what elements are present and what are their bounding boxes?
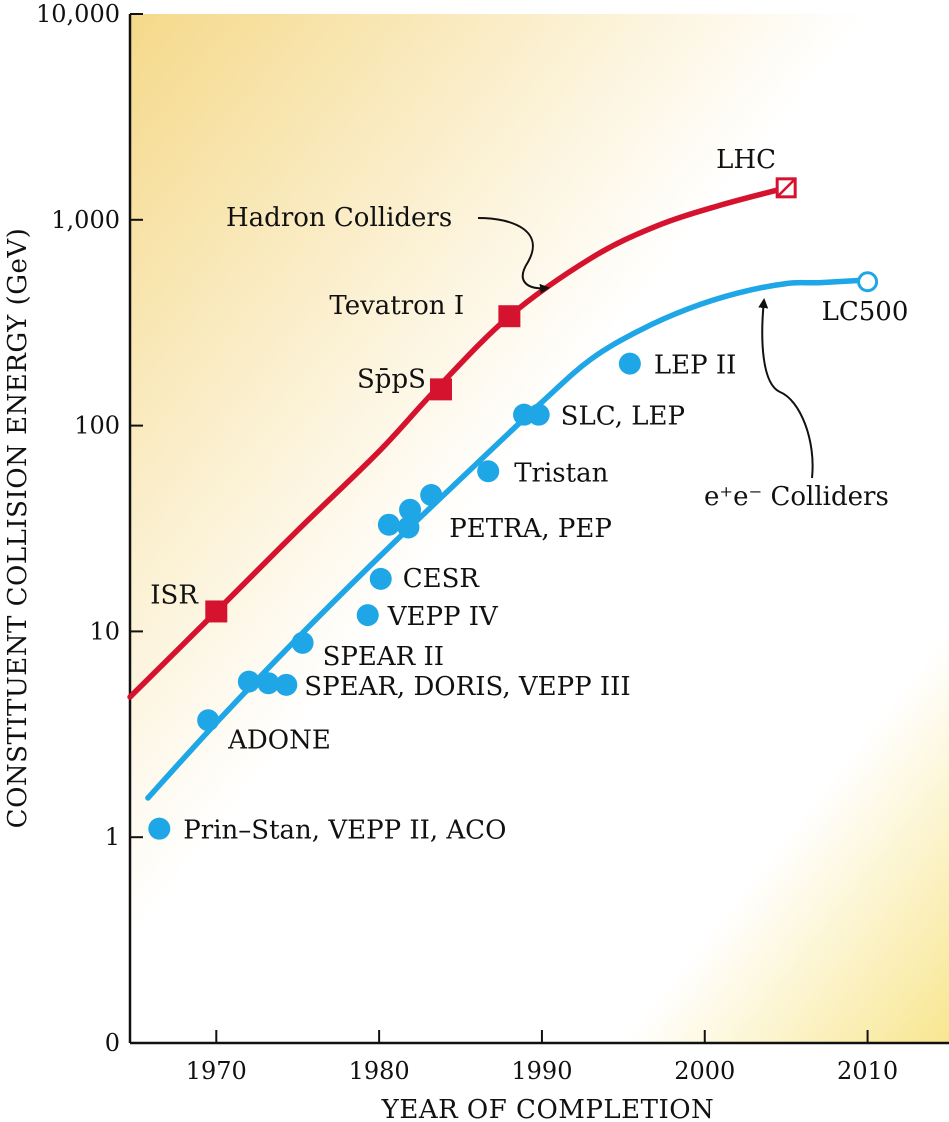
y-axis-title: CONSTITUENT COLLISION ENERGY (GeV) xyxy=(3,228,33,829)
x-tick-label: 1990 xyxy=(511,1057,572,1085)
y-axis-ticks: 0 1 10 100 1,000 10,000 xyxy=(36,0,143,1057)
data-point xyxy=(377,513,400,536)
annotation-label: Hadron Colliders xyxy=(226,203,452,233)
point-label: PETRA, PEP xyxy=(449,514,612,544)
x-tick-label: 1970 xyxy=(186,1057,247,1085)
point-label: LHC xyxy=(716,145,776,175)
series-curves xyxy=(127,185,871,801)
plot-frame xyxy=(128,14,949,1045)
data-point xyxy=(498,305,521,328)
data-point xyxy=(618,352,641,375)
data-point-planned-slash xyxy=(776,177,797,198)
data-point xyxy=(291,631,314,654)
y-tick-label: 10 xyxy=(89,617,120,645)
annotation-arrow xyxy=(758,298,814,479)
data-point xyxy=(429,378,452,401)
data-point xyxy=(369,567,392,590)
point-label: CESR xyxy=(403,564,481,594)
x-axis-title: YEAR OF COMPLETION xyxy=(381,1095,715,1122)
data-point xyxy=(420,484,443,507)
data-point xyxy=(399,498,422,521)
data-point xyxy=(527,403,550,426)
point-label: SLC, LEP xyxy=(561,402,685,432)
annotations: Hadron Colliders e⁺e⁻ Colliders xyxy=(226,203,889,512)
x-tick-label: 1980 xyxy=(349,1057,410,1085)
point-label: LC500 xyxy=(822,297,909,327)
point-label: Tevatron I xyxy=(329,291,464,321)
data-point xyxy=(237,670,260,693)
data-point xyxy=(397,516,420,539)
point-label: Tristan xyxy=(514,458,608,488)
data-point xyxy=(275,673,298,696)
data-point xyxy=(197,709,220,732)
series-line xyxy=(145,277,871,801)
series-markers xyxy=(148,177,879,840)
x-tick-label: 2000 xyxy=(674,1057,735,1085)
annotation-label: e⁺e⁻ Colliders xyxy=(704,482,889,512)
point-label: ADONE xyxy=(227,725,331,755)
data-point-planned xyxy=(857,271,879,293)
x-tick-label: 2010 xyxy=(837,1057,898,1085)
y-tick-label: 0 xyxy=(105,1029,120,1057)
y-tick-label: 10,000 xyxy=(36,0,120,28)
plot-background xyxy=(130,14,949,1043)
data-point xyxy=(148,817,171,840)
point-label: Sp̄pS xyxy=(357,364,426,394)
point-label: SPEAR II xyxy=(323,642,444,672)
point-label: ISR xyxy=(150,580,199,610)
data-point xyxy=(257,672,280,695)
point-label: LEP II xyxy=(654,351,737,381)
y-tick-label: 1 xyxy=(105,823,120,851)
x-axis-ticks: 1970 1980 1990 2000 2010 xyxy=(186,1030,898,1085)
point-label: SPEAR, DORIS, VEPP III xyxy=(304,672,630,702)
point-labels: ISR Sp̄pS Tevatron I LHC Prin–Stan, VEPP II,… xyxy=(150,145,908,846)
data-point xyxy=(205,600,228,623)
series-line xyxy=(127,185,789,700)
data-point xyxy=(356,604,379,627)
y-tick-label: 1,000 xyxy=(51,206,120,234)
point-label: Prin–Stan, VEPP II, ACO xyxy=(183,816,506,846)
y-tick-label: 100 xyxy=(74,412,120,440)
data-point xyxy=(477,460,500,483)
point-label: VEPP IV xyxy=(387,602,499,632)
annotation-arrow xyxy=(477,217,550,294)
